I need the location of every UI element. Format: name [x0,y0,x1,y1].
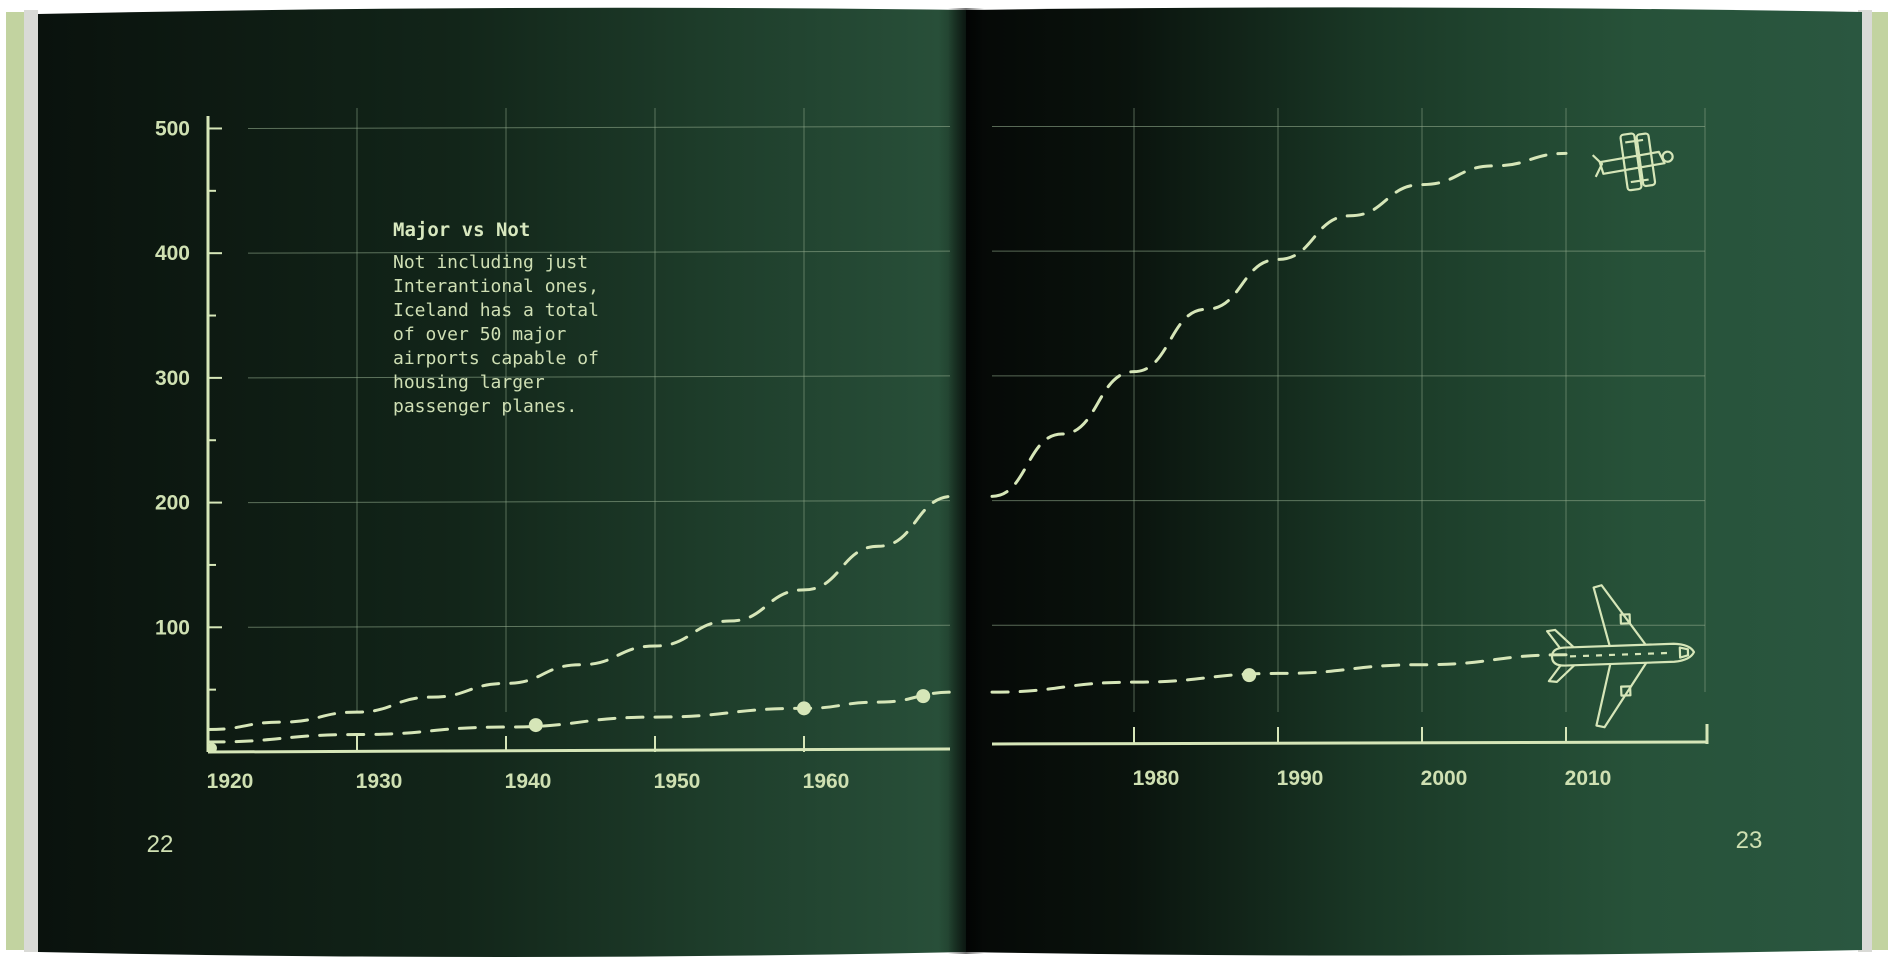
chart-grid [247,108,1706,712]
series-2-marker [528,718,543,733]
y-tick-label: 500 [155,117,190,140]
x-axis-line-left [207,747,951,754]
series-2-marker [1242,668,1257,683]
chart-axes [206,116,1709,754]
gridline-horizontal [247,624,951,628]
x-tick-label: 1990 [1277,767,1324,790]
x-tick-label: 2000 [1421,767,1468,790]
series-line-2-right [990,653,1568,694]
gridline-horizontal [247,125,951,129]
series-line-1-left [206,494,955,732]
gutter-shadow [948,8,984,954]
left-page [38,7,966,957]
gridline-horizontal [247,500,951,504]
biplane-icon [1591,132,1674,192]
x-tick-label: 1980 [1133,767,1180,790]
y-tick-label: 100 [155,616,190,639]
annotation-line: passenger planes. [393,396,577,417]
annotation-title: Major vs Not [393,219,530,241]
series-line-2-left [206,690,955,744]
airliner-icon [1546,584,1696,729]
origin-marker [207,743,217,753]
x-tick-label: 1940 [505,770,552,793]
annotation-line: Interantional ones, [393,276,599,297]
cover-edge-left [6,12,26,950]
x-tick-label: 2010 [1565,767,1612,790]
x-tick-label: 1960 [803,770,850,793]
right-page [966,7,1862,956]
gridline-horizontal [247,250,951,254]
chart-series [206,151,1568,753]
x-tick-label: 1930 [356,770,403,793]
series-line-1-right [990,151,1568,498]
page-number-left: 22 [147,831,174,858]
annotation-line: of over 50 major [393,324,567,345]
x-axis-line-right [991,740,1708,746]
page-stack-left [24,10,38,952]
page-number-right: 23 [1736,827,1763,854]
y-tick-label: 400 [155,242,190,265]
x-tick-label: 1920 [207,770,254,793]
x-tick-label: 1950 [654,770,701,793]
annotation-body: Not including just Interantional ones, I… [393,252,599,417]
annotation-line: Not including just [393,252,588,273]
annotation-line: Iceland has a total [393,300,599,321]
annotation-line: airports capable of [393,348,599,369]
series-2-marker [916,689,931,704]
gridline-horizontal [247,375,951,379]
y-tick-label: 300 [155,367,190,390]
y-tick-label: 200 [155,492,190,515]
tick-labels: 100 200 300 400 500 1920 1930 1940 1950 1960 1980 1… [155,117,1611,793]
series-2-marker [797,701,811,716]
cover-edge-right [1870,12,1888,950]
annotation-line: housing larger [393,372,545,393]
